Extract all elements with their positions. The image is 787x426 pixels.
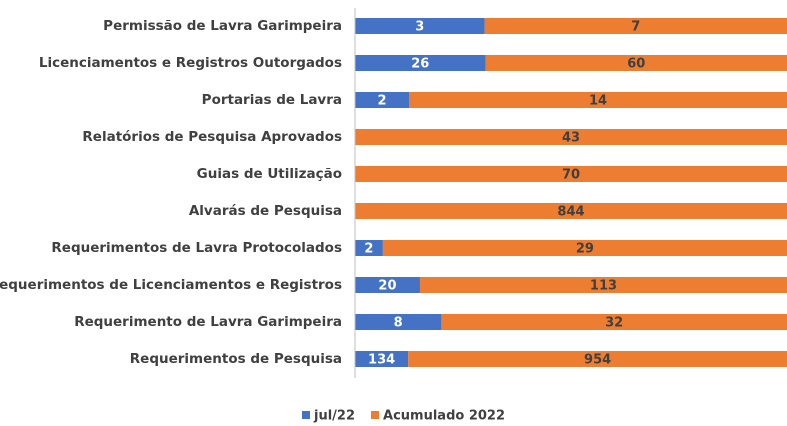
- data-label: 29: [576, 242, 594, 257]
- category-label: Requerimentos de Licenciamentos e Regist…: [0, 277, 342, 293]
- data-label: 14: [589, 94, 607, 109]
- legend-label: jul/22: [313, 409, 355, 424]
- data-label: 134: [368, 353, 395, 368]
- data-label: 60: [627, 57, 645, 72]
- bar-segment: [355, 277, 420, 293]
- category-label: Requerimentos de Pesquisa: [130, 351, 342, 367]
- category-label: Relatórios de Pesquisa Aprovados: [82, 129, 342, 145]
- data-label: 3: [415, 20, 424, 35]
- bar-segment: [485, 55, 787, 71]
- bar-segment: [355, 92, 409, 108]
- category-label: Guias de Utilização: [197, 166, 342, 182]
- legend-swatch: [302, 411, 310, 419]
- bar-segment: [484, 18, 787, 34]
- category-label: Alvarás de Pesquisa: [189, 203, 342, 219]
- data-label: 8: [394, 316, 403, 331]
- bar-segment: [382, 240, 787, 256]
- bar-segment: [355, 314, 442, 330]
- bar-segment: [419, 277, 787, 293]
- bar-segment: [355, 203, 787, 219]
- legend-label: Acumulado 2022: [383, 409, 505, 424]
- category-label: Portarias de Lavra: [202, 92, 342, 108]
- data-label: 7: [631, 20, 640, 35]
- category-label: Licenciamentos e Registros Outorgados: [39, 55, 342, 71]
- data-label: 844: [557, 205, 584, 220]
- legend-swatch: [371, 411, 380, 419]
- bar-segment: [355, 166, 787, 182]
- bar-segment: [408, 351, 787, 367]
- bar-segment: [355, 351, 409, 367]
- data-label: 20: [378, 279, 396, 294]
- data-label: 954: [584, 353, 611, 368]
- bar-segment: [355, 18, 485, 34]
- data-label: 32: [605, 316, 623, 331]
- data-label: 26: [411, 57, 429, 72]
- category-label: Requerimentos de Lavra Protocolados: [51, 240, 342, 256]
- category-label: Permissão de Lavra Garimpeira: [103, 18, 342, 34]
- data-label: 43: [562, 131, 580, 146]
- data-label: 70: [562, 168, 580, 183]
- data-label: 113: [590, 279, 617, 294]
- bar-segment: [355, 240, 383, 256]
- bar-segment: [355, 55, 486, 71]
- data-label: 2: [377, 94, 386, 109]
- bar-segment: [441, 314, 787, 330]
- data-label: 2: [364, 242, 373, 257]
- bar-segment: [409, 92, 787, 108]
- category-label: Requerimento de Lavra Garimpeira: [74, 314, 342, 330]
- bar-segment: [355, 129, 787, 145]
